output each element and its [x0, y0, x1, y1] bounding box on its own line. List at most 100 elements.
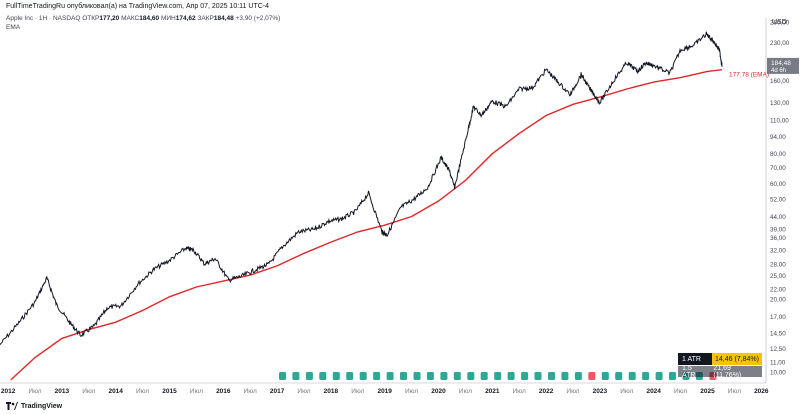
earnings-marker[interactable]	[534, 372, 542, 380]
time-axis-ticks: 2012 Июл 2013 Июл 2014 Июл 2015 Июл 2016 Июл 2017 И…	[1, 388, 769, 395]
earnings-marker[interactable]	[373, 372, 381, 380]
earnings-marker[interactable]	[615, 372, 623, 380]
earnings-marker[interactable]	[494, 372, 502, 380]
price-tick-label: 70,00	[770, 165, 786, 172]
price-tick-label: 280,00	[770, 19, 790, 26]
earnings-marker[interactable]	[413, 372, 421, 380]
time-tick-label: Июл	[620, 388, 633, 395]
atr-panel-secondary: 1.5 ATR 21,69 (11,76%)	[678, 365, 762, 379]
price-tick-label: 14,50	[770, 331, 786, 338]
time-tick-label: 2022	[539, 388, 554, 395]
price-tick-label: 12,50	[770, 346, 786, 353]
open-value: 177,20	[99, 15, 120, 22]
change-value: +3,90 (+2,07%)	[235, 15, 281, 22]
indicator-legend: EMA	[6, 24, 21, 31]
earnings-marker[interactable]	[655, 372, 663, 380]
earnings-marker[interactable]	[669, 372, 676, 380]
earnings-marker[interactable]	[574, 372, 582, 380]
earnings-marker[interactable]	[426, 372, 434, 380]
time-tick-label: 2023	[593, 388, 608, 395]
time-tick-label: 2020	[431, 388, 446, 395]
close-label: ЗАКР	[197, 15, 214, 22]
time-tick-label: Июл	[513, 388, 526, 395]
currency-label: USD	[772, 19, 787, 26]
high-label: МАКС	[121, 15, 140, 22]
earnings-marker[interactable]	[440, 372, 448, 380]
earnings-marker[interactable]	[292, 372, 300, 380]
atr-value: 14,46 (7,84%)	[712, 353, 762, 365]
price-tick-label: 25,00	[770, 273, 786, 280]
earnings-marker[interactable]	[480, 372, 488, 380]
earnings-marker[interactable]	[305, 372, 313, 380]
time-tick-label: Июл	[674, 388, 687, 395]
symbol-legend: Apple Inc · 1Н · NASDAQ ОТКР177,20 МАКС1…	[6, 15, 280, 22]
time-tick-label: 2013	[55, 388, 70, 395]
earnings-marker[interactable]	[642, 372, 650, 380]
publisher-line: FullTimeTradingRu опубликовал(а) на Trad…	[6, 3, 269, 10]
price-tick-label: 22,00	[770, 287, 786, 294]
price-tick-label: 80,00	[770, 151, 786, 158]
time-tick-label: 2025	[700, 388, 715, 395]
time-tick-label: Июл	[728, 388, 741, 395]
earnings-marker[interactable]	[279, 372, 286, 380]
earnings-marker[interactable]	[601, 372, 609, 380]
countdown-value: 4d 6h	[771, 68, 786, 74]
price-tick-label: 28,00	[770, 261, 786, 268]
earnings-marker[interactable]	[332, 372, 340, 380]
price-tick-label: 44,00	[770, 214, 786, 221]
earnings-marker[interactable]	[561, 372, 569, 380]
ema-line	[10, 69, 723, 381]
earnings-marker[interactable]	[386, 372, 394, 380]
time-tick-label: Июл	[297, 388, 310, 395]
time-tick-label: 2015	[162, 388, 177, 395]
high-value: 184,60	[139, 15, 160, 22]
earnings-marker[interactable]	[628, 372, 636, 380]
price-tick-label: 160,00	[770, 78, 790, 85]
earnings-marker[interactable]	[521, 372, 529, 380]
price-tick-label: 36,00	[770, 235, 786, 242]
time-tick-label: Июл	[136, 388, 149, 395]
earnings-marker[interactable]	[467, 372, 475, 380]
brand-name: TradingView	[21, 402, 63, 410]
earnings-markers	[279, 372, 717, 380]
price-tick-label: 32,00	[770, 247, 786, 254]
earnings-marker[interactable]	[507, 372, 515, 380]
time-tick-label: Июл	[244, 388, 257, 395]
price-tick-label: 230,00	[770, 40, 790, 47]
price-tick-label: 110,00	[770, 118, 789, 125]
time-tick-label: Июл	[190, 388, 203, 395]
ema-value-label: 177.78 (EMA)	[729, 72, 769, 79]
time-tick-label: Июл	[82, 388, 95, 395]
price-tick-label: 94,00	[770, 134, 786, 141]
time-tick-label: Июл	[351, 388, 364, 395]
price-tick-label: 60,00	[770, 181, 786, 188]
time-tick-label: 2012	[1, 388, 16, 395]
price-tick-label: 17,00	[770, 314, 786, 321]
atr-label: 1 ATR	[682, 355, 701, 363]
earnings-marker[interactable]	[453, 372, 461, 380]
earnings-marker[interactable]	[588, 372, 596, 380]
current-price-value: 184,48	[771, 60, 791, 67]
time-tick-label: 2021	[485, 388, 500, 395]
brand-logo[interactable]: TradingView	[6, 402, 62, 410]
price-tick-label: 52,00	[770, 196, 786, 203]
earnings-marker[interactable]	[359, 372, 367, 380]
earnings-marker[interactable]	[319, 372, 327, 380]
price-tick-label: 10,00	[770, 370, 786, 377]
time-tick-label: 2024	[646, 388, 661, 395]
time-tick-label: 2019	[377, 388, 392, 395]
low-value: 174,62	[175, 15, 196, 22]
time-tick-label: Июл	[459, 388, 472, 395]
time-tick-label: 2014	[108, 388, 123, 395]
time-tick-label: 2017	[270, 388, 285, 395]
axes	[0, 18, 767, 384]
atr-panel: 1 ATR 14,46 (7,84%)	[678, 353, 762, 365]
price-tick-label: 20,00	[770, 297, 786, 304]
price-tick-label: 11,00	[770, 360, 786, 367]
earnings-marker[interactable]	[548, 372, 555, 380]
earnings-marker[interactable]	[346, 372, 354, 380]
time-tick-label: Июл	[28, 388, 41, 395]
low-label: МИН	[160, 15, 176, 22]
earnings-marker[interactable]	[400, 372, 407, 380]
